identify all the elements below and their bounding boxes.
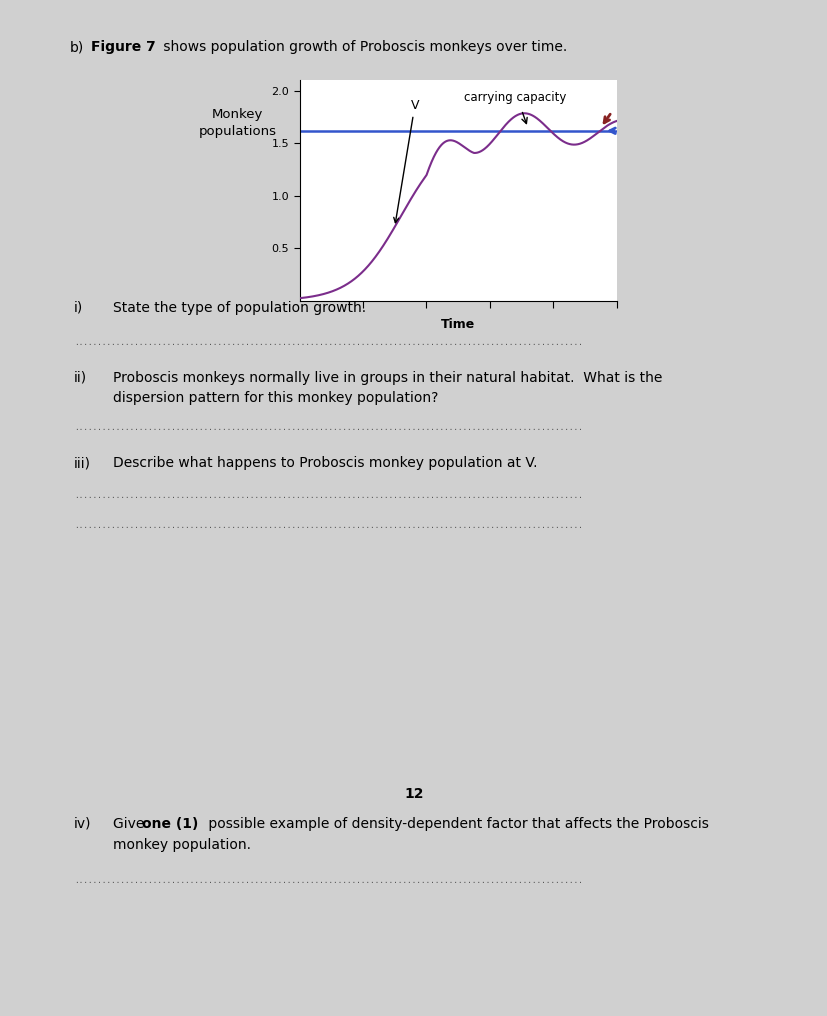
Text: monkey population.: monkey population. — [112, 838, 251, 852]
Text: Monkey
populations: Monkey populations — [198, 109, 276, 138]
Text: Describe what happens to Proboscis monkey population at V.: Describe what happens to Proboscis monke… — [112, 456, 537, 470]
Text: ................................................................................: ........................................… — [74, 521, 582, 530]
Text: ii): ii) — [74, 371, 87, 385]
Text: ................................................................................: ........................................… — [74, 491, 582, 500]
Text: Proboscis monkeys normally live in groups in their natural habitat.  What is the: Proboscis monkeys normally live in group… — [112, 371, 661, 385]
Text: V: V — [394, 99, 418, 223]
Text: ................................................................................: ........................................… — [74, 338, 582, 346]
Text: shows population growth of Proboscis monkeys over time.: shows population growth of Proboscis mon… — [159, 41, 566, 54]
Text: State the type of population growth.: State the type of population growth. — [112, 301, 366, 315]
Text: ................................................................................: ........................................… — [74, 876, 582, 885]
Text: Figure 7: Figure 7 — [381, 270, 446, 284]
Text: carrying capacity: carrying capacity — [463, 90, 566, 104]
Text: iv): iv) — [74, 817, 92, 830]
Text: possible example of density-dependent factor that affects the Proboscis: possible example of density-dependent fa… — [203, 817, 708, 830]
Text: one (1): one (1) — [142, 817, 198, 830]
Text: Give: Give — [112, 817, 148, 830]
Text: 12: 12 — [404, 786, 423, 801]
Text: ................................................................................: ........................................… — [74, 423, 582, 432]
Text: Figure 7: Figure 7 — [91, 41, 156, 54]
Text: b): b) — [69, 41, 84, 54]
Text: i): i) — [74, 301, 84, 315]
X-axis label: Time: Time — [441, 318, 475, 331]
Text: iii): iii) — [74, 456, 91, 470]
Text: dispersion pattern for this monkey population?: dispersion pattern for this monkey popul… — [112, 391, 437, 405]
